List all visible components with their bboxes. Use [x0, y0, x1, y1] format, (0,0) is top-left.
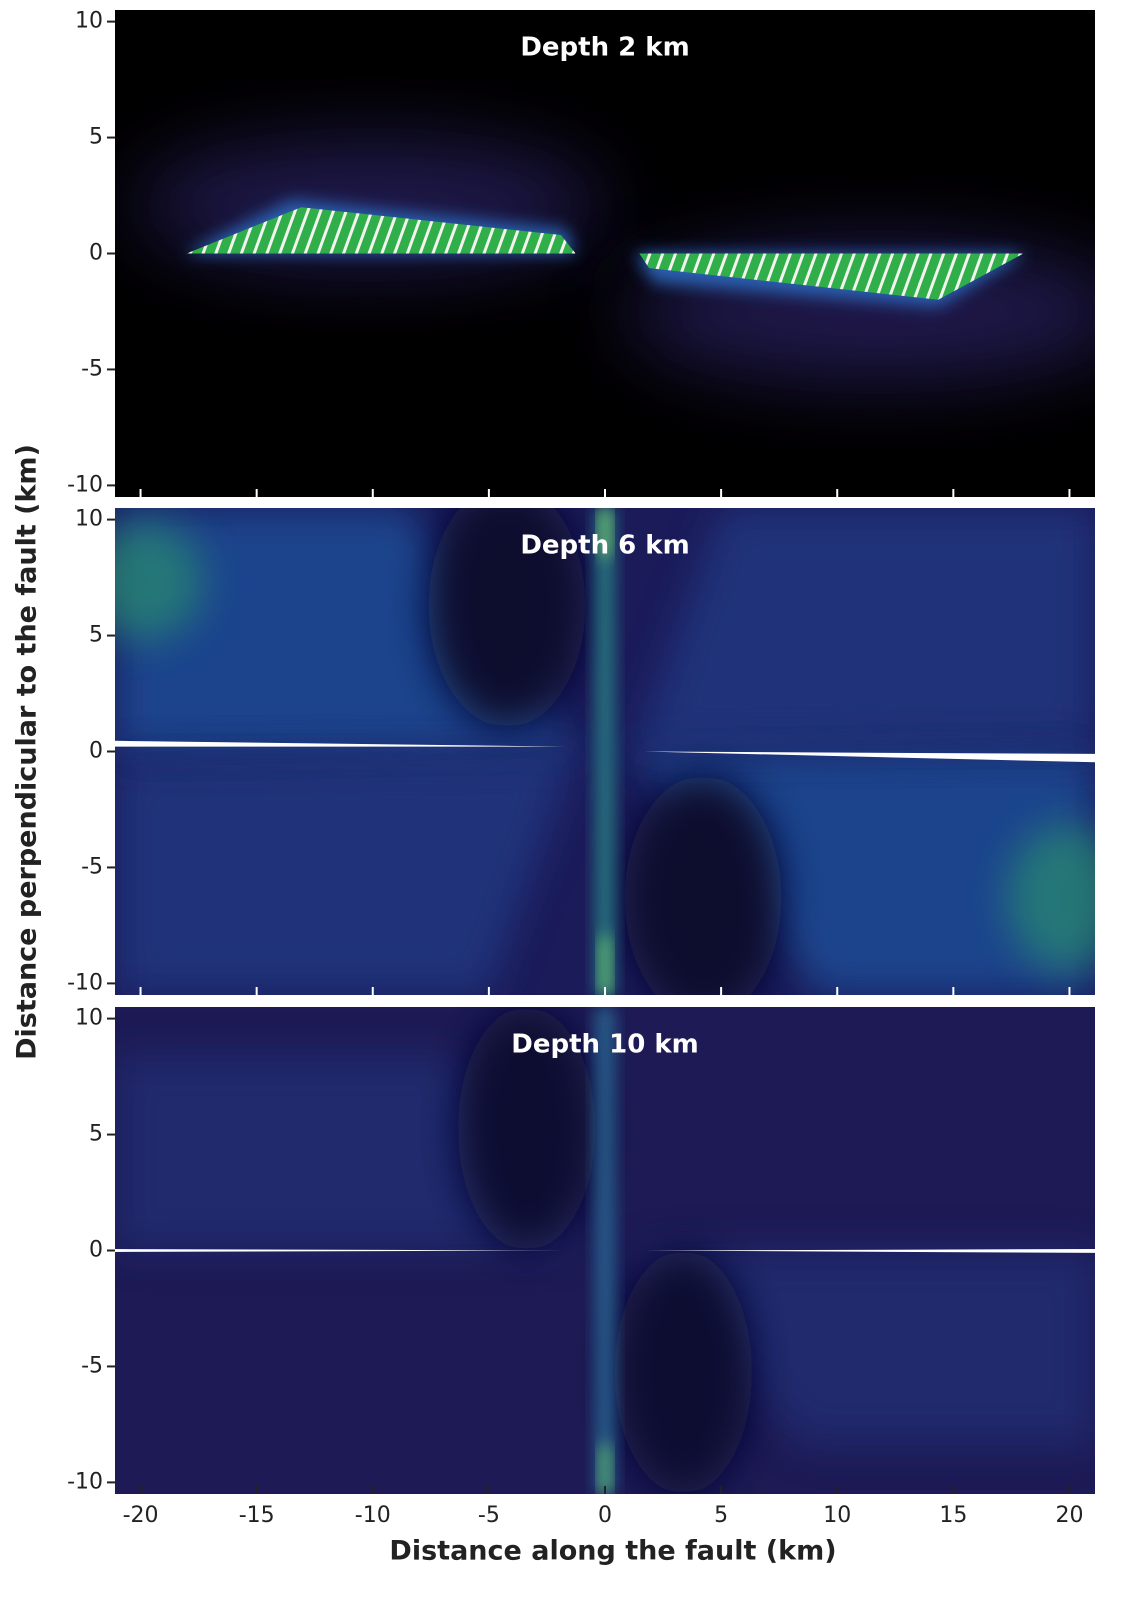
y-tick-label: -10 [67, 970, 103, 995]
rupture [639, 253, 1024, 300]
x-tick-label: -15 [239, 1503, 275, 1528]
y-tick-label: 0 [89, 739, 103, 764]
y-tick-label: 5 [89, 1122, 103, 1147]
rupture [186, 207, 576, 254]
y-tick-label: -10 [67, 472, 103, 497]
vertical-band [595, 508, 615, 995]
vertical-band [595, 1007, 615, 1494]
green-patch [115, 522, 204, 640]
vertical-band [600, 508, 610, 557]
y-tick-label: 10 [75, 9, 103, 34]
fault-trace [644, 1249, 1095, 1253]
x-tick-label: 15 [939, 1503, 967, 1528]
y-tick-label: 0 [89, 1238, 103, 1263]
dark-wedge [457, 1007, 596, 1251]
wave-lobe [634, 1250, 1095, 1446]
heatmap-image [115, 10, 1095, 497]
heatmap-image [115, 508, 1095, 995]
fault-trace [644, 751, 1095, 763]
wave-lobe [115, 751, 576, 995]
x-tick-label: 5 [714, 1503, 728, 1528]
x-tick-label: -5 [478, 1503, 500, 1528]
y-axis-label: Distance perpendicular to the fault (km) [12, 444, 43, 1060]
x-tick-label: -10 [355, 1503, 391, 1528]
y-tick-label: 10 [75, 1006, 103, 1031]
green-patch [1006, 824, 1095, 971]
fault-trace [115, 1249, 566, 1252]
heatmap-image [115, 1007, 1095, 1494]
dark-wedge [428, 508, 586, 728]
y-tick-label: -10 [67, 1469, 103, 1494]
x-axis-label: Distance along the fault (km) [389, 1536, 836, 1567]
vertical-band [600, 936, 610, 995]
fault-trace [115, 740, 566, 747]
y-tick-label: -5 [81, 854, 103, 879]
dark-wedge [614, 1250, 753, 1494]
vertical-band [600, 1445, 610, 1494]
panel-title: Depth 6 km [520, 531, 689, 561]
y-tick-label: -5 [81, 356, 103, 381]
y-tick-label: 10 [75, 507, 103, 532]
x-tick-label: 0 [598, 1503, 612, 1528]
y-tick-label: 5 [89, 623, 103, 648]
wave-lobe [634, 508, 1095, 752]
x-tick-label: 20 [1055, 1503, 1083, 1528]
x-tick-label: 10 [823, 1503, 851, 1528]
x-tick-label: -20 [123, 1503, 159, 1528]
y-tick-label: -5 [81, 1353, 103, 1378]
panel-title: Depth 10 km [511, 1030, 698, 1060]
dark-wedge [624, 775, 782, 995]
y-tick-label: 5 [89, 125, 103, 150]
panel-title: Depth 2 km [520, 33, 689, 63]
y-tick-label: 0 [89, 241, 103, 266]
